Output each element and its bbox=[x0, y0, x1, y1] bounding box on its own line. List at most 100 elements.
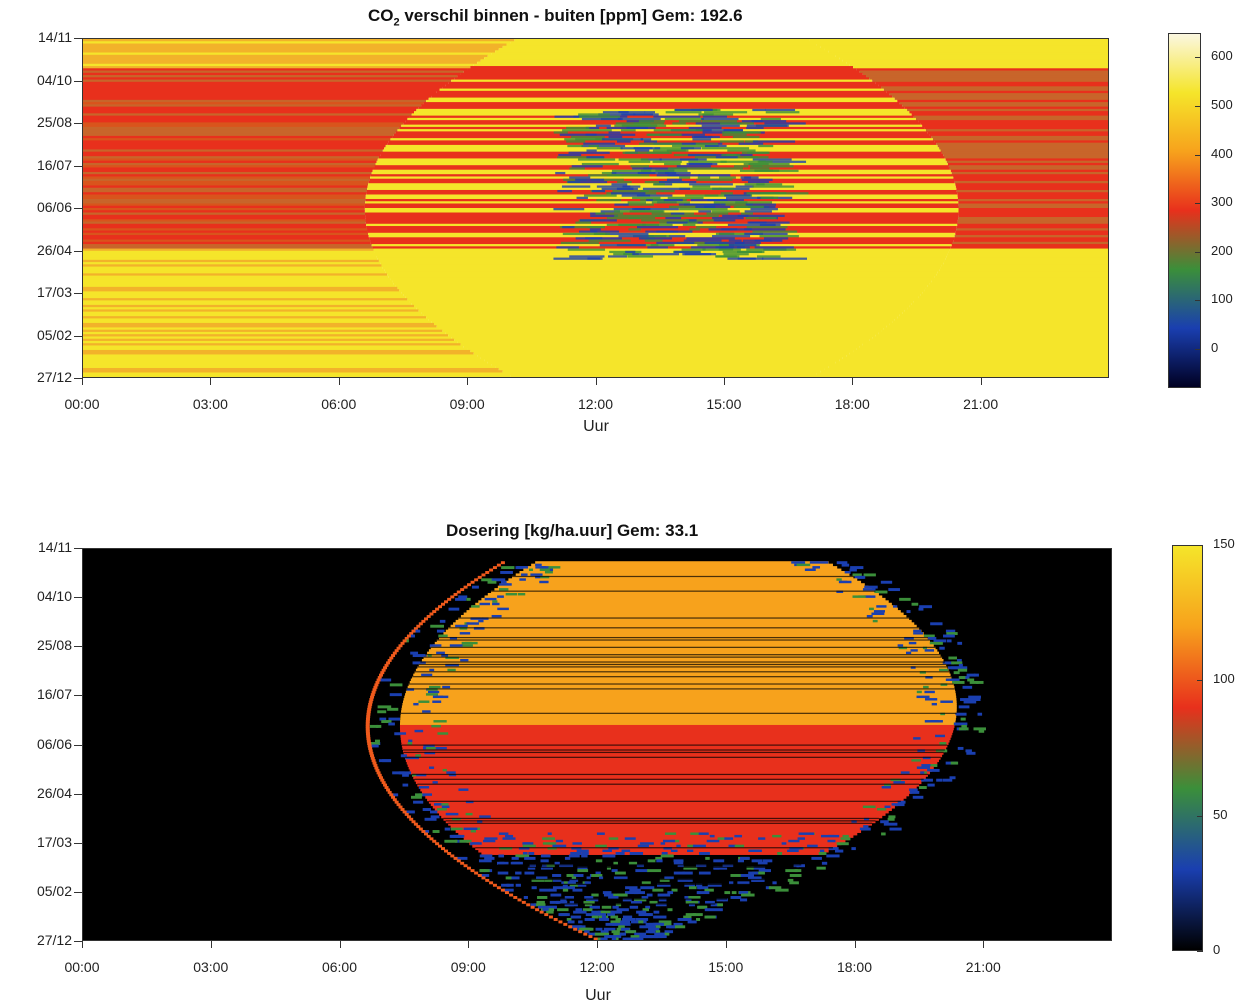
y-tick-mark bbox=[74, 38, 82, 39]
dosing-heatmap-image bbox=[83, 549, 1111, 940]
x-tick-mark bbox=[852, 378, 854, 385]
x-tick-label: 09:00 bbox=[449, 396, 485, 412]
y-tick-label: 05/02 bbox=[36, 882, 72, 899]
x-tick-mark bbox=[338, 378, 340, 385]
x-tick-mark bbox=[980, 378, 982, 385]
colorbar-tick-mark bbox=[1197, 545, 1203, 546]
y-tick-label: 04/10 bbox=[36, 71, 72, 88]
x-tick-mark bbox=[597, 941, 598, 948]
y-tick-label: 27/12 bbox=[36, 369, 72, 385]
y-tick-mark bbox=[74, 695, 82, 697]
y-tick-mark bbox=[74, 842, 82, 844]
x-tick-mark bbox=[725, 941, 727, 948]
x-tick-mark bbox=[339, 941, 341, 948]
x-tick-label: 15:00 bbox=[706, 396, 742, 412]
co2-chart-title: CO2 verschil binnen - buiten [ppm] Gem: … bbox=[368, 6, 743, 29]
x-tick-label: 03:00 bbox=[192, 396, 228, 412]
x-tick-label: 03:00 bbox=[193, 959, 229, 975]
y-tick-mark bbox=[74, 744, 82, 746]
colorbar-tick-label: 0 bbox=[1213, 942, 1221, 957]
y-tick-label: 26/04 bbox=[36, 784, 72, 801]
colorbar-tick-label: 100 bbox=[1213, 671, 1235, 687]
colorbar-tick-mark bbox=[1197, 815, 1203, 817]
y-tick-mark bbox=[74, 123, 82, 124]
y-tick-label: 16/07 bbox=[36, 156, 72, 173]
colorbar-tick-mark bbox=[1195, 349, 1201, 351]
co2-heatmap-image bbox=[83, 39, 1108, 377]
dosing-chart-title: Dosering [kg/ha.uur] Gem: 33.1 bbox=[446, 521, 699, 540]
y-tick-label: 14/11 bbox=[38, 29, 72, 45]
colorbar-tick-label: 600 bbox=[1211, 48, 1233, 64]
colorbar-tick-label: 400 bbox=[1211, 145, 1233, 161]
x-tick-mark bbox=[595, 378, 597, 385]
dosing-colorbar bbox=[1172, 545, 1203, 951]
y-tick-label: 27/12 bbox=[36, 932, 72, 948]
x-tick-label: 18:00 bbox=[836, 959, 873, 975]
y-tick-mark bbox=[74, 793, 82, 795]
colorbar-tick-mark bbox=[1195, 105, 1201, 107]
y-tick-mark bbox=[74, 293, 82, 294]
dosing-heatmap bbox=[82, 548, 1112, 941]
y-tick-mark bbox=[74, 941, 82, 942]
y-tick-mark bbox=[74, 891, 82, 893]
colorbar-tick-mark bbox=[1197, 680, 1203, 682]
y-tick-mark bbox=[74, 646, 82, 648]
x-tick-label: 18:00 bbox=[834, 396, 870, 412]
y-tick-mark bbox=[74, 335, 82, 337]
y-tick-mark bbox=[74, 250, 82, 252]
colorbar-tick-mark bbox=[1195, 57, 1201, 59]
y-tick-label: 25/08 bbox=[36, 114, 72, 130]
y-tick-label: 25/08 bbox=[36, 637, 72, 654]
x-tick-label: 21:00 bbox=[965, 959, 1001, 975]
colorbar-tick-label: 150 bbox=[1213, 536, 1235, 551]
y-tick-mark bbox=[74, 80, 82, 82]
x-tick-mark bbox=[210, 378, 212, 385]
dosing-panel: Dosering [kg/ha.uur] Gem: 33.1 14/11 04/1… bbox=[0, 515, 1254, 1008]
colorbar-tick-label: 500 bbox=[1211, 96, 1233, 112]
colorbar-tick-mark bbox=[1195, 251, 1201, 253]
x-tick-mark bbox=[82, 941, 83, 948]
y-tick-mark bbox=[74, 165, 82, 167]
co2-heatmap bbox=[82, 38, 1109, 378]
co2-difference-panel: CO2 verschil binnen - buiten [ppm] Gem: … bbox=[0, 0, 1254, 450]
colorbar-tick-label: 100 bbox=[1211, 291, 1233, 307]
y-tick-label: 17/03 bbox=[36, 833, 72, 850]
y-tick-label: 05/02 bbox=[36, 326, 72, 343]
x-tick-mark bbox=[467, 378, 469, 385]
x-tick-label: 09:00 bbox=[450, 959, 486, 975]
colorbar-tick-mark bbox=[1195, 300, 1201, 302]
y-tick-label: 16/07 bbox=[36, 686, 72, 703]
x-tick-mark bbox=[82, 378, 83, 385]
x-tick-label: 00:00 bbox=[64, 959, 100, 975]
co2-colorbar bbox=[1168, 33, 1201, 388]
y-tick-label: 06/06 bbox=[36, 199, 72, 215]
x-tick-mark bbox=[210, 941, 212, 948]
colorbar-tick-mark bbox=[1195, 203, 1201, 205]
colorbar-tick-mark bbox=[1197, 951, 1203, 952]
colorbar-tick-mark bbox=[1195, 154, 1201, 156]
x-tick-label: 06:00 bbox=[321, 396, 357, 412]
y-tick-label: 26/04 bbox=[36, 241, 72, 258]
y-tick-label: 17/03 bbox=[36, 284, 72, 300]
dosing-x-axis-label: Uur bbox=[585, 987, 611, 1004]
colorbar-tick-label: 50 bbox=[1213, 806, 1228, 822]
co2-x-axis-label: Uur bbox=[583, 418, 609, 435]
x-tick-label: 06:00 bbox=[321, 959, 358, 975]
y-tick-mark bbox=[74, 548, 82, 549]
x-tick-mark bbox=[854, 941, 856, 948]
colorbar-tick-label: 0 bbox=[1211, 340, 1219, 356]
y-tick-label: 06/06 bbox=[36, 735, 72, 752]
y-tick-label: 04/10 bbox=[36, 588, 72, 605]
x-tick-label: 12:00 bbox=[579, 959, 615, 975]
y-tick-mark bbox=[74, 597, 82, 599]
x-tick-mark bbox=[723, 378, 725, 385]
y-tick-mark bbox=[74, 208, 82, 209]
colorbar-tick-label: 200 bbox=[1211, 242, 1233, 258]
y-tick-label: 14/11 bbox=[38, 539, 72, 555]
x-tick-label: 12:00 bbox=[577, 396, 614, 412]
x-tick-label: 00:00 bbox=[64, 396, 100, 412]
x-tick-label: 15:00 bbox=[708, 959, 744, 975]
y-tick-mark bbox=[74, 378, 82, 379]
colorbar-tick-label: 300 bbox=[1211, 194, 1233, 210]
x-tick-mark bbox=[983, 941, 985, 948]
